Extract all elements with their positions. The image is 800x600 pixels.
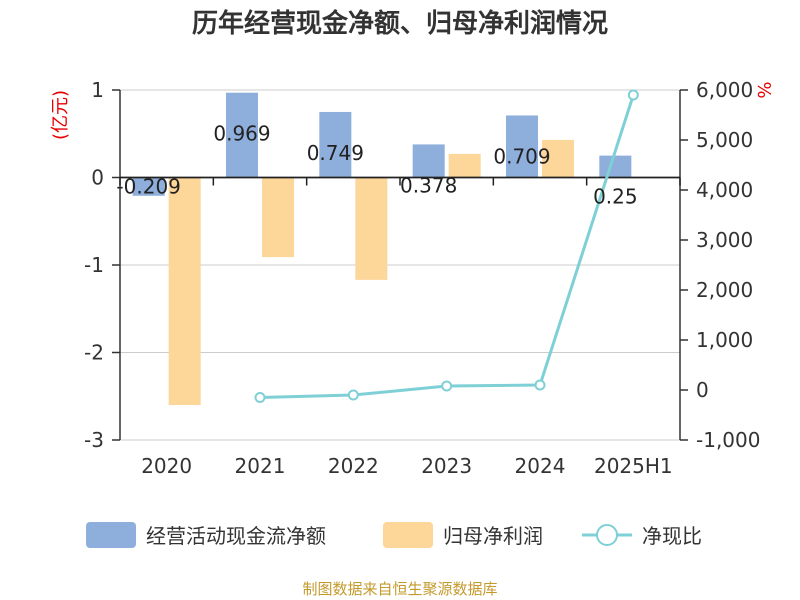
data-labels: -0.209 0.969 0.749 0.378 0.709 0.25 [116, 122, 637, 209]
bar-cashflow [319, 111, 352, 178]
legend-label-net-profit: 归母净利润 [443, 524, 543, 548]
right-tick-label: 1,000 [696, 328, 753, 352]
right-tick-label: 4,000 [696, 178, 753, 202]
gridlines [120, 89, 680, 441]
legend: 经营活动现金流净额 归母净利润 净现比 [86, 522, 702, 548]
right-tick-label: -1,000 [696, 428, 760, 452]
right-tick-label: 3,000 [696, 228, 753, 252]
source-note: 制图数据来自恒生聚源数据库 [302, 580, 497, 598]
legend-label-cashflow: 经营活动现金流净额 [146, 524, 326, 548]
bar-net-profit [262, 177, 294, 258]
bar-net-profit [168, 177, 201, 405]
chart-title: 历年经营现金净额、归母净利润情况 [192, 8, 608, 39]
ratio-point [441, 380, 453, 392]
x-tick-label: 2021 [235, 454, 286, 478]
right-tick-label: 0 [696, 378, 709, 402]
right-tick-label: 2,000 [696, 278, 753, 302]
left-tick-label: -2 [84, 341, 104, 365]
bar-net-profit [448, 153, 481, 178]
tick-labels: 10-1-2-36,0005,0004,0003,0002,0001,0000-… [84, 78, 760, 478]
ratio-point [254, 392, 266, 403]
legend-swatch-net-profit [383, 522, 433, 548]
bar-net-profit [355, 177, 388, 280]
bar-cashflow [412, 144, 445, 178]
bar-net-profit [542, 139, 574, 178]
x-tick-label: 2022 [328, 454, 379, 478]
right-axis-unit: % [753, 81, 774, 98]
right-tick-label: 6,000 [696, 78, 753, 102]
data-label: 0.969 [213, 122, 270, 146]
line-series [254, 89, 639, 403]
x-tick-label: 2024 [515, 454, 566, 478]
bar-cashflow [226, 92, 258, 178]
right-tick-label: 5,000 [696, 128, 753, 152]
left-axis-unit: (亿元) [50, 90, 71, 140]
bar-cashflow [506, 115, 538, 178]
x-tick-label: 2020 [141, 454, 192, 478]
ratio-point [347, 389, 359, 401]
data-label: 0.709 [493, 144, 550, 168]
x-tick-label: 2025H1 [594, 454, 673, 478]
left-tick-label: 0 [91, 166, 104, 190]
data-label: 0.25 [593, 185, 638, 209]
bar-cashflow [599, 155, 632, 178]
left-tick-label: -3 [84, 428, 104, 452]
legend-label-ratio: 净现比 [642, 524, 702, 548]
axes [112, 89, 688, 441]
bar-cashflow [132, 177, 165, 196]
ratio-point [534, 379, 546, 391]
data-label: 0.378 [400, 173, 457, 197]
x-tick-label: 2023 [421, 454, 472, 478]
legend-swatch-cashflow [86, 522, 136, 548]
legend-marker-ratio [596, 524, 618, 546]
data-label: 0.749 [307, 141, 364, 165]
bars [132, 92, 632, 405]
ratio-point [627, 89, 639, 101]
left-tick-label: -1 [84, 253, 104, 277]
left-tick-label: 1 [91, 78, 104, 102]
data-label: -0.209 [116, 175, 180, 199]
